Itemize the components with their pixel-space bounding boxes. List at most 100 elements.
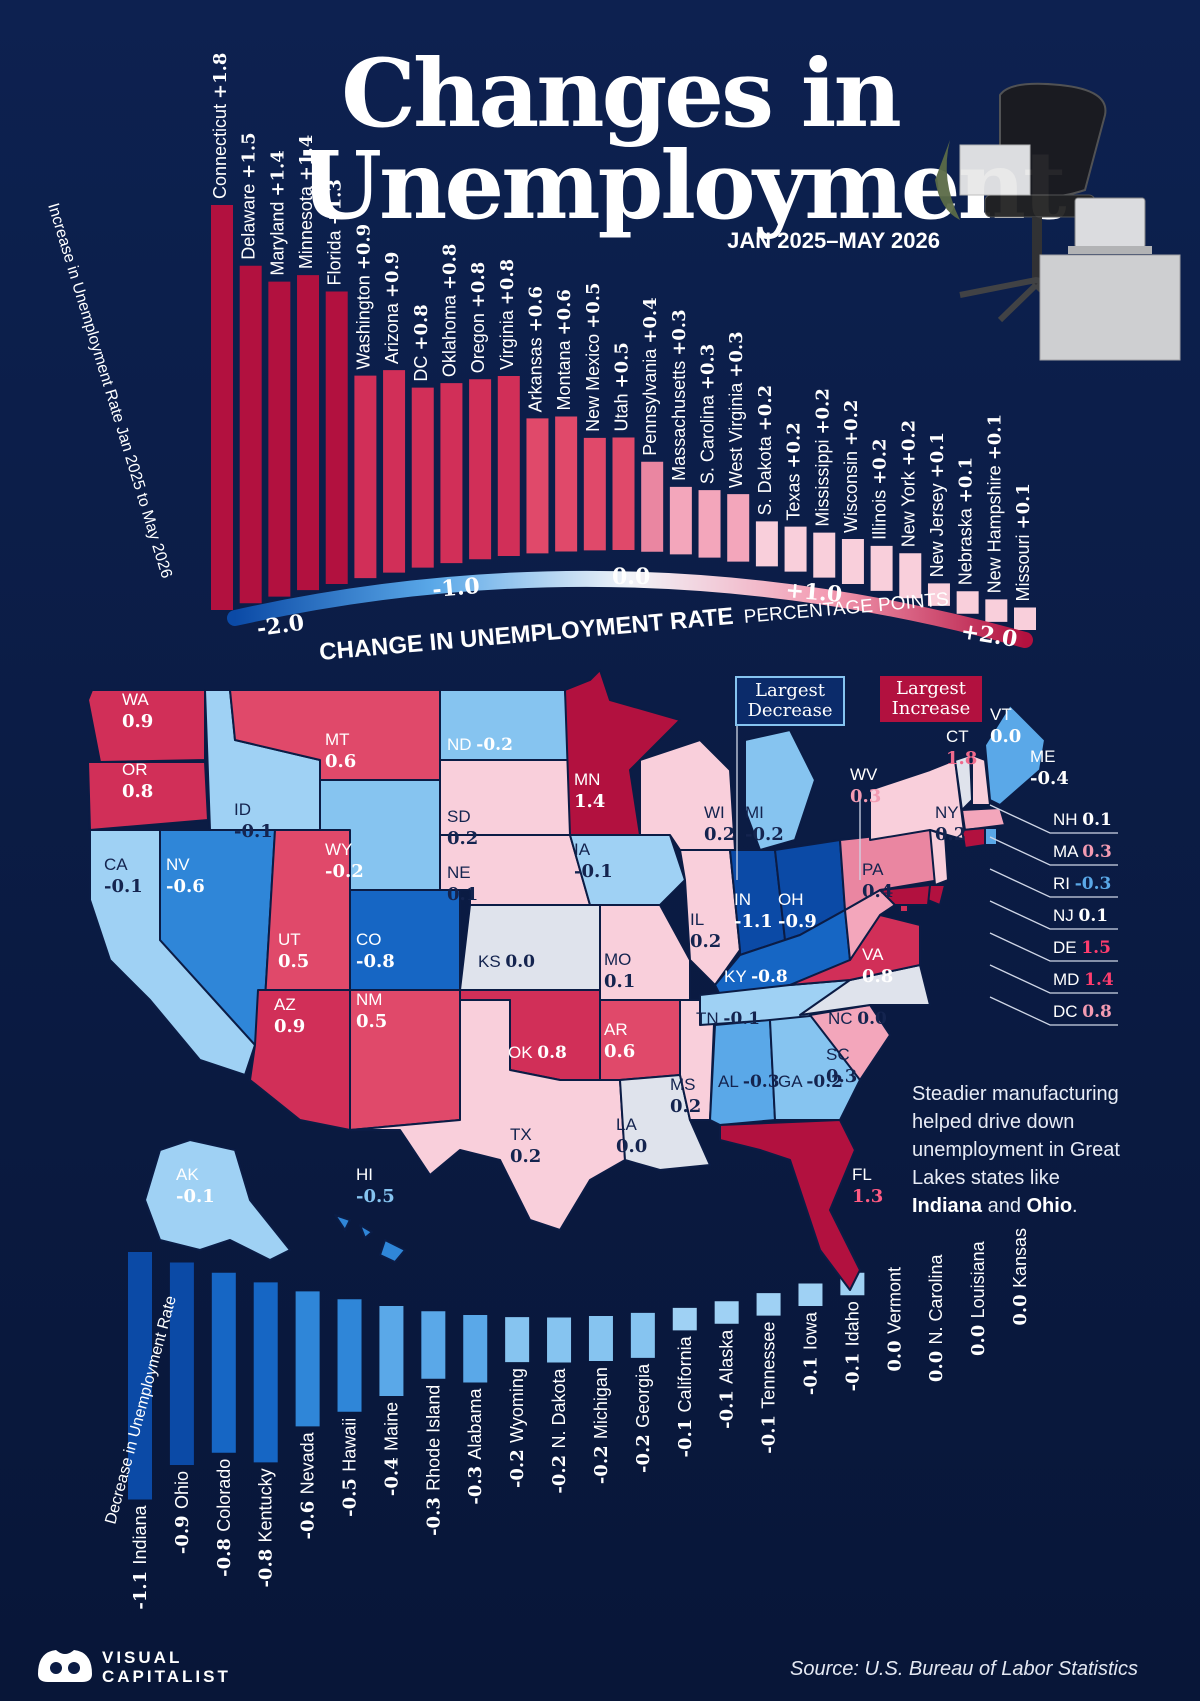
- map-label-value-co: -0.8: [356, 951, 395, 972]
- map-state-dc: [899, 904, 909, 913]
- increase-bar-dc: [411, 387, 434, 568]
- visual-capitalist-logo: [38, 1650, 92, 1682]
- increase-bar-s-dakota: [755, 521, 778, 567]
- map-label-value-id: -0.1: [234, 821, 273, 842]
- increase-label-virginia: Virginia +0.8: [497, 259, 518, 370]
- increase-label-s-carolina: S. Carolina +0.3: [698, 344, 719, 484]
- increase-bar-s-carolina: [698, 490, 721, 558]
- map-state-tx: [349, 999, 626, 1231]
- increase-label-illinois: Illinois +0.2: [870, 438, 891, 539]
- map-state-wa: [87, 689, 206, 763]
- increase-label-new-jersey: New Jersey +0.1: [927, 432, 948, 577]
- increase-bar-maryland: [268, 281, 291, 597]
- map-label-dc: DC 0.8: [1053, 1002, 1112, 1022]
- increase-label-west-virginia: West Virginia +0.3: [726, 331, 747, 488]
- map-label-ga: GA -0.2: [778, 1072, 843, 1092]
- map-label-value-mn: 1.4: [574, 791, 605, 812]
- map-label-abbr-pa: PA: [862, 860, 884, 879]
- map-label-value-sc: 0.3: [826, 1066, 857, 1087]
- increase-label-dc: DC +0.8: [411, 304, 432, 381]
- increase-label-florida: Florida +1.3: [325, 179, 346, 285]
- leader-line-md: [989, 964, 1118, 994]
- map-label-abbr-sc: SC: [826, 1045, 850, 1064]
- increase-bar-nebraska: [956, 591, 979, 614]
- map-label-abbr-wa: WA: [122, 690, 149, 709]
- map-label-de: DE 1.5: [1053, 938, 1111, 958]
- decrease-label-indiana: -1.1 Indiana: [130, 1505, 151, 1610]
- decrease-bar-wyoming: [505, 1317, 530, 1363]
- map-label-abbr-sd: SD: [447, 807, 471, 826]
- map-state-az: [249, 989, 351, 1131]
- map-state-nj: [929, 829, 949, 886]
- map-label-ks: KS 0.0: [478, 952, 535, 972]
- decrease-label-nevada: -0.6 Nevada: [298, 1431, 319, 1539]
- decrease-bars-group: -1.1 Indiana -0.9 Ohio -0.8 Colorado -0.8 K…: [128, 1228, 1031, 1610]
- map-label-value-hi: -0.5: [356, 1186, 395, 1207]
- leader-line-nh: [989, 804, 1118, 834]
- map-label-abbr-il: IL: [690, 910, 704, 929]
- increase-bar-pennsylvania: [641, 461, 664, 552]
- leader-line-dc: [989, 996, 1118, 1026]
- map-label-value-ms: 0.2: [670, 1096, 701, 1117]
- map-state-hi: [334, 1214, 406, 1263]
- map-label-value-ny: 0.2: [935, 824, 966, 845]
- map-state-ak: [144, 1139, 291, 1261]
- map-label-md: MD 1.4: [1053, 970, 1114, 990]
- increase-bar-virginia: [497, 375, 520, 556]
- map-label-value-ne: 0.1: [447, 884, 478, 905]
- decrease-label-vermont: 0.0 Vermont: [884, 1267, 905, 1372]
- map-state-fl: [719, 1119, 861, 1291]
- map-label-tn: TN -0.1: [696, 1009, 760, 1029]
- decrease-bar-rhode-island: [421, 1311, 446, 1379]
- scale-tick-neg2: -2.0: [255, 610, 306, 642]
- increase-bar-new-jersey: [927, 583, 950, 606]
- map-label-value-ca: -0.1: [104, 876, 143, 897]
- map-state-mi: [744, 729, 816, 851]
- increase-label-oregon: Oregon +0.8: [468, 262, 489, 373]
- increase-bar-montana: [555, 416, 578, 552]
- map-label-abbr-nm: NM: [356, 990, 382, 1009]
- map-state-ar: [599, 999, 691, 1081]
- map-state-ri: [984, 827, 998, 846]
- increase-label-pennsylvania: Pennsylvania +0.4: [640, 297, 661, 455]
- increase-bar-arizona: [383, 370, 406, 573]
- increase-bar-washington: [354, 375, 377, 579]
- leader-line-de: [989, 932, 1118, 962]
- map-label-abbr-ne: NE: [447, 863, 471, 882]
- map-label-abbr-ut: UT: [278, 930, 301, 949]
- increase-label-massachusetts: Massachusetts +0.3: [669, 309, 690, 480]
- map-label-abbr-mi: MI: [745, 803, 764, 822]
- map-label-ma: MA 0.3: [1053, 842, 1112, 862]
- map-label-ok: OK 0.8: [508, 1043, 567, 1063]
- increase-bar-new-mexico: [583, 437, 606, 551]
- increase-label-delaware: Delaware +1.5: [239, 132, 260, 259]
- map-label-abbr-va: VA: [862, 945, 884, 964]
- increase-label-connecticut: Connecticut +1.8: [210, 53, 231, 199]
- map-label-value-ct: 1.8: [946, 748, 977, 769]
- scale-tick-pos1: +1.0: [784, 577, 843, 608]
- map-label-abbr-mo: MO: [604, 950, 631, 969]
- map-label-abbr-wi: WI: [704, 803, 725, 822]
- map-label-nd: ND -0.2: [447, 735, 513, 755]
- increase-bar-arkansas: [526, 418, 549, 554]
- map-label-value-wv: 0.3: [850, 786, 881, 807]
- map-label-abbr-wv: WV: [850, 765, 878, 784]
- map-label-ky: KY -0.8: [724, 967, 788, 987]
- increase-bar-oklahoma: [440, 383, 463, 564]
- increase-bar-oregon: [469, 379, 492, 560]
- decrease-label-louisiana: 0.0 Louisiana: [968, 1240, 989, 1356]
- decrease-bar-kentucky: [253, 1282, 278, 1463]
- decrease-label-ohio: -0.9 Ohio: [172, 1471, 193, 1554]
- map-label-value-sd: 0.2: [447, 828, 478, 849]
- map-state-md: [879, 884, 931, 906]
- increase-bar-minnesota: [297, 275, 320, 591]
- office-chair-illustration: [935, 82, 1181, 361]
- increase-bar-utah: [612, 437, 635, 550]
- increase-caption: Increase in Unemployment Rate Jan 2025 t…: [44, 201, 175, 580]
- largest-decrease-badge: Largest Decrease: [735, 676, 845, 726]
- decrease-label-idaho: -0.1 Idaho: [842, 1301, 863, 1391]
- increase-label-arkansas: Arkansas +0.6: [525, 286, 546, 412]
- map-label-nj: NJ 0.1: [1053, 906, 1108, 926]
- decrease-label-california: -0.1 California: [675, 1335, 696, 1457]
